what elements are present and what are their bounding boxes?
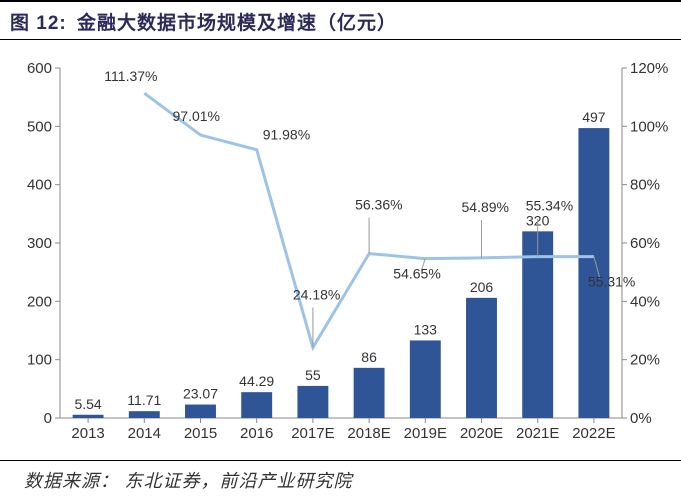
bar-value-label: 23.07: [183, 386, 218, 402]
y-right-tick-label: 80%: [630, 177, 660, 194]
bar: [410, 340, 441, 418]
y-left-tick-label: 300: [27, 235, 52, 252]
source-row: 数据来源： 东北证券，前沿产业研究院: [0, 460, 681, 503]
bar: [466, 298, 497, 418]
growth-value-label: 55.34%: [526, 198, 573, 214]
growth-value-label: 56.36%: [355, 197, 402, 213]
x-tick-label: 2017E: [291, 425, 334, 442]
bar-value-label: 5.54: [74, 396, 101, 412]
figure-container: 图 12: 金融大数据市场规模及增速（亿元） 0 100 200 300 400 500 6…: [0, 0, 681, 503]
x-tick-label: 2022E: [572, 425, 615, 442]
growth-value-label: 55.31%: [588, 274, 635, 290]
bar-value-label: 11.71: [127, 392, 161, 408]
x-tick-label: 2014: [128, 425, 161, 442]
x-tick-label: 2021E: [516, 425, 559, 442]
bar: [522, 231, 553, 418]
source-text: 东北证券，前沿产业研究院: [125, 471, 353, 491]
bar: [297, 386, 328, 418]
combo-chart-svg: 0 100 200 300 400 500 600 0% 20% 40% 60% 80% 100% 120…: [10, 48, 670, 458]
bar: [185, 405, 216, 418]
y-left-tick-label: 500: [27, 118, 52, 135]
growth-value-label: 54.89%: [462, 199, 509, 215]
y-left-tick-label: 200: [27, 293, 52, 310]
bar-value-label: 206: [470, 279, 494, 295]
bar-value-label: 44.29: [239, 373, 274, 389]
x-tick-label: 2020E: [460, 425, 503, 442]
y-left-tick-label: 400: [27, 177, 52, 194]
figure-number: 图 12:: [10, 13, 67, 34]
y-left-tick-label: 600: [27, 60, 52, 77]
bar-value-label: 133: [414, 321, 438, 337]
x-tick-label: 2018E: [347, 425, 390, 442]
y-right-tick-label: 0%: [630, 410, 652, 427]
growth-value-label: 54.65%: [393, 266, 440, 282]
bar-value-label: 55: [305, 367, 321, 383]
x-tick-label: 2016: [240, 425, 273, 442]
y-left-tick-label: 100: [27, 352, 52, 369]
growth-value-label: 97.01%: [173, 108, 220, 124]
bar: [241, 392, 272, 418]
x-tick-label: 2015: [184, 425, 217, 442]
y-right-tick-label: 40%: [630, 293, 660, 310]
chart-area: 0 100 200 300 400 500 600 0% 20% 40% 60% 80% 100% 120…: [0, 40, 681, 460]
y-right-tick-label: 100%: [630, 118, 668, 135]
y-left-tick-label: 0: [44, 410, 52, 427]
growth-value-label: 111.37%: [104, 68, 157, 84]
bar: [73, 415, 104, 418]
figure-caption: 金融大数据市场规模及增速（亿元）: [77, 13, 397, 34]
y-right-tick-label: 120%: [630, 60, 668, 77]
x-tick-label: 2013: [71, 425, 104, 442]
growth-value-label: 91.98%: [263, 127, 310, 143]
figure-title-row: 图 12: 金融大数据市场规模及增速（亿元）: [0, 0, 681, 40]
x-tick-label: 2019E: [404, 425, 447, 442]
source-prefix: 数据来源：: [24, 471, 119, 491]
bar: [354, 368, 385, 418]
bar-value-label: 86: [361, 349, 377, 365]
bar: [129, 411, 160, 418]
bar-value-label: 497: [582, 109, 606, 125]
growth-value-label: 24.18%: [293, 286, 340, 302]
y-right-tick-label: 20%: [630, 352, 660, 369]
y-right-tick-label: 60%: [630, 235, 660, 252]
